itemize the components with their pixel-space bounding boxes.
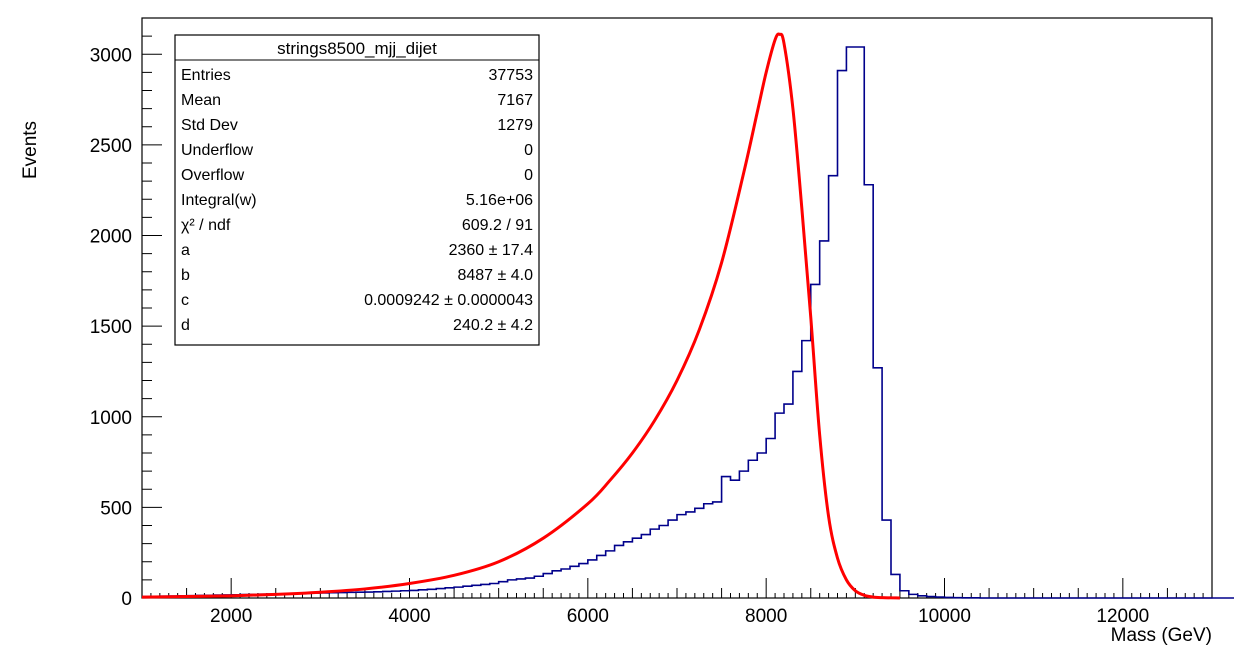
- y-tick-label: 3000: [90, 45, 132, 66]
- stats-box-frame: [174, 34, 540, 346]
- y-tick-label: 2500: [90, 136, 132, 157]
- stats-box: strings8500_mjj_dijet Entries 37753 Mean 71…: [174, 34, 540, 346]
- x-tick-label: 2000: [210, 606, 252, 627]
- x-tick-label: 8000: [745, 606, 787, 627]
- stats-row-label: Overflow: [181, 167, 245, 184]
- stats-row-label: b: [181, 267, 190, 284]
- stats-row-label: χ² / ndf: [181, 217, 231, 234]
- stats-row-value: 0: [524, 167, 533, 184]
- stats-row-value: 0: [524, 142, 533, 159]
- stats-rows: Entries 37753 Mean 7167 Std Dev 1279 Underflow…: [181, 67, 533, 334]
- y-tick-label: 1500: [90, 317, 132, 338]
- stats-row-label: c: [181, 292, 189, 309]
- stats-row-value: 240.2 ± 4.2: [453, 317, 533, 334]
- x-tick-label: 6000: [567, 606, 609, 627]
- stats-row-value: 37753: [489, 67, 534, 84]
- y-axis-title: Events: [20, 121, 41, 179]
- stats-box-title: strings8500_mjj_dijet: [277, 39, 437, 58]
- y-tick-label: 2000: [90, 227, 132, 248]
- x-tick-label: 10000: [918, 606, 971, 627]
- stats-row-label: Std Dev: [181, 117, 238, 134]
- x-tick-label: 12000: [1096, 606, 1149, 627]
- stats-row-label: Integral(w): [181, 192, 257, 209]
- stats-row-value: 5.16e+06: [466, 192, 533, 209]
- stats-row-value: 7167: [497, 92, 533, 109]
- stats-row-value: 2360 ± 17.4: [449, 242, 534, 259]
- stats-row-value: 1279: [497, 117, 533, 134]
- y-tick-label: 500: [100, 498, 132, 519]
- axis-tick-labels: 2000 4000 6000 8000 10000 12000 0 500 1000 1500 20…: [90, 45, 1150, 627]
- stats-row-label: d: [181, 317, 190, 334]
- stats-row-value: 0.0009242 ± 0.0000043: [364, 292, 533, 309]
- stats-row-value: 609.2 / 91: [462, 217, 533, 234]
- stats-row-label: Entries: [181, 67, 231, 84]
- x-axis-title: Mass (GeV): [1111, 625, 1212, 646]
- y-tick-label: 1000: [90, 408, 132, 429]
- stats-row-value: 8487 ± 4.0: [457, 267, 533, 284]
- stats-row-label: Mean: [181, 92, 221, 109]
- stats-row-label: a: [181, 242, 190, 259]
- y-tick-label: 0: [121, 589, 132, 610]
- fit-curve: [141, 32, 900, 600]
- stats-row-label: Underflow: [181, 142, 253, 159]
- x-tick-label: 4000: [388, 606, 430, 627]
